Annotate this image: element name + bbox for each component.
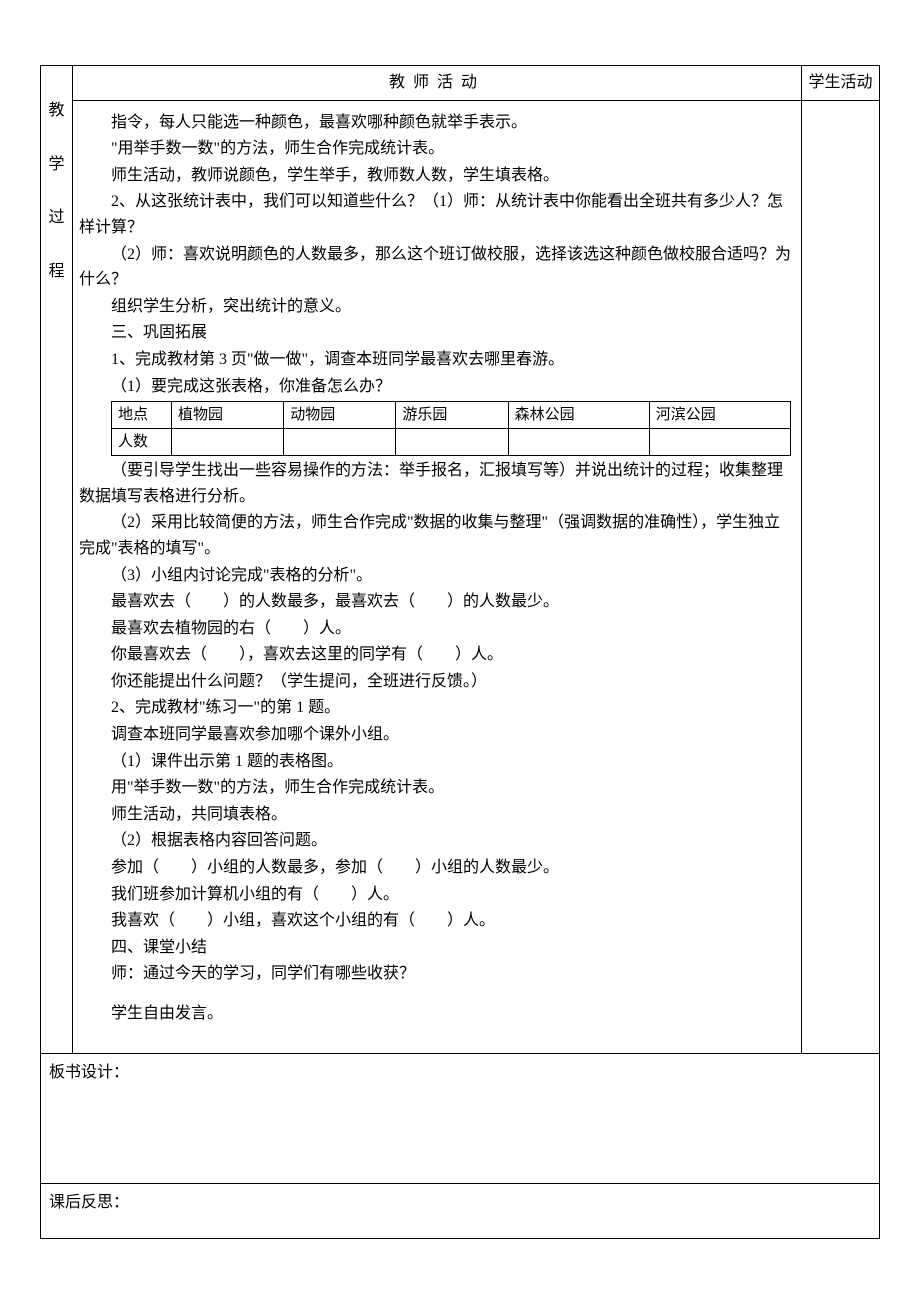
para-23: 参加（ ）小组的人数最多，参加（ ）小组的人数最少。 bbox=[79, 855, 795, 881]
side-char-3: 过 bbox=[45, 205, 68, 231]
survey-d-5 bbox=[508, 429, 649, 456]
survey-h-2: 植物园 bbox=[172, 402, 284, 429]
side-label-cell: 教 学 过 程 bbox=[41, 66, 73, 1054]
para-15: 你最喜欢去（ ），喜欢去这里的同学有（ ）人。 bbox=[79, 642, 795, 668]
para-22: （2）根据表格内容回答问题。 bbox=[79, 828, 795, 854]
header-row: 教 学 过 程 教师活动 学生活动 bbox=[41, 66, 880, 101]
para-2: "用举手数一数"的方法，师生合作完成统计表。 bbox=[79, 136, 795, 162]
board-design-row: 板书设计： bbox=[41, 1053, 880, 1183]
teacher-content-cell: 指令，每人只能选一种颜色，最喜欢哪种颜色就举手表示。 "用举手数一数"的方法，师… bbox=[73, 100, 802, 1053]
para-3: 师生活动，教师说颜色，学生举手，教师数人数，学生填表格。 bbox=[79, 163, 795, 189]
para-10: （要引导学生找出一些容易操作的方法：举手报名，汇报填写等）并说出统计的过程；收集… bbox=[79, 458, 795, 509]
para-5: （2）师：喜欢说明颜色的人数最多，那么这个班订做校服，选择该选这种颜色做校服合适… bbox=[79, 242, 795, 293]
para-16: 你还能提出什么问题？（学生提问，全班进行反馈。） bbox=[79, 669, 795, 695]
para-19: （1）课件出示第 1 题的表格图。 bbox=[79, 749, 795, 775]
survey-d-2 bbox=[172, 429, 284, 456]
para-21: 师生活动，共同填表格。 bbox=[79, 802, 795, 828]
para-11: （2）采用比较简便的方法，师生合作完成"数据的收集与整理"（强调数据的准确性），… bbox=[79, 510, 795, 561]
survey-h-3: 动物园 bbox=[284, 402, 396, 429]
side-char-1: 教 bbox=[45, 98, 68, 124]
para-9: （1）要完成这张表格，你准备怎么办？ bbox=[79, 374, 795, 400]
survey-h-6: 河滨公园 bbox=[649, 402, 790, 429]
para-7: 三、巩固拓展 bbox=[79, 320, 795, 346]
reflection-cell: 课后反思： bbox=[41, 1183, 880, 1238]
teacher-activity-label: 教师活动 bbox=[389, 74, 485, 91]
para-24: 我们班参加计算机小组的有（ ）人。 bbox=[79, 882, 795, 908]
para-26: 四、课堂小结 bbox=[79, 935, 795, 961]
survey-d-3 bbox=[284, 429, 396, 456]
student-activity-header: 学生活动 bbox=[802, 66, 880, 101]
reflection-row: 课后反思： bbox=[41, 1183, 880, 1238]
para-17: 2、完成教材"练习一"的第 1 题。 bbox=[79, 695, 795, 721]
survey-d-4 bbox=[396, 429, 508, 456]
para-6: 组织学生分析，突出统计的意义。 bbox=[79, 294, 795, 320]
teacher-activity-header: 教师活动 bbox=[73, 66, 802, 101]
para-4: 2、从这张统计表中，我们可以知道些什么？（1）师：从统计表中你能看出全班共有多少… bbox=[79, 189, 795, 240]
para-13: 最喜欢去（ ）的人数最多，最喜欢去（ ）的人数最少。 bbox=[79, 589, 795, 615]
para-28: 学生自由发言。 bbox=[79, 1001, 795, 1027]
para-18: 调查本班同学最喜欢参加哪个课外小组。 bbox=[79, 722, 795, 748]
para-12: （3）小组内讨论完成"表格的分析"。 bbox=[79, 563, 795, 589]
para-8: 1、完成教材第 3 页"做一做"，调查本班同学最喜欢去哪里春游。 bbox=[79, 347, 795, 373]
side-char-4: 程 bbox=[45, 259, 68, 285]
survey-table-data-row: 人数 bbox=[112, 429, 791, 456]
board-design-label: 板书设计： bbox=[49, 1064, 129, 1081]
content-row: 指令，每人只能选一种颜色，最喜欢哪种颜色就举手表示。 "用举手数一数"的方法，师… bbox=[41, 100, 880, 1053]
para-20: 用"举手数一数"的方法，师生合作完成统计表。 bbox=[79, 775, 795, 801]
survey-d-1: 人数 bbox=[112, 429, 172, 456]
survey-h-4: 游乐园 bbox=[396, 402, 508, 429]
survey-table: 地点 植物园 动物园 游乐园 森林公园 河滨公园 人数 bbox=[111, 401, 791, 456]
survey-table-header-row: 地点 植物园 动物园 游乐园 森林公园 河滨公园 bbox=[112, 402, 791, 429]
survey-h-5: 森林公园 bbox=[508, 402, 649, 429]
side-char-2: 学 bbox=[45, 152, 68, 178]
student-content-cell bbox=[802, 100, 880, 1053]
board-design-cell: 板书设计： bbox=[41, 1053, 880, 1183]
para-25: 我喜欢（ ）小组，喜欢这个小组的有（ ）人。 bbox=[79, 908, 795, 934]
lesson-plan-table: 教 学 过 程 教师活动 学生活动 指令，每人只能选一种颜色，最喜欢哪种颜色就举… bbox=[40, 65, 880, 1239]
survey-d-6 bbox=[649, 429, 790, 456]
para-1: 指令，每人只能选一种颜色，最喜欢哪种颜色就举手表示。 bbox=[79, 110, 795, 136]
para-27: 师：通过今天的学习，同学们有哪些收获？ bbox=[79, 961, 795, 987]
para-14: 最喜欢去植物园的右（ ）人。 bbox=[79, 616, 795, 642]
survey-h-1: 地点 bbox=[112, 402, 172, 429]
reflection-label: 课后反思： bbox=[49, 1194, 129, 1211]
